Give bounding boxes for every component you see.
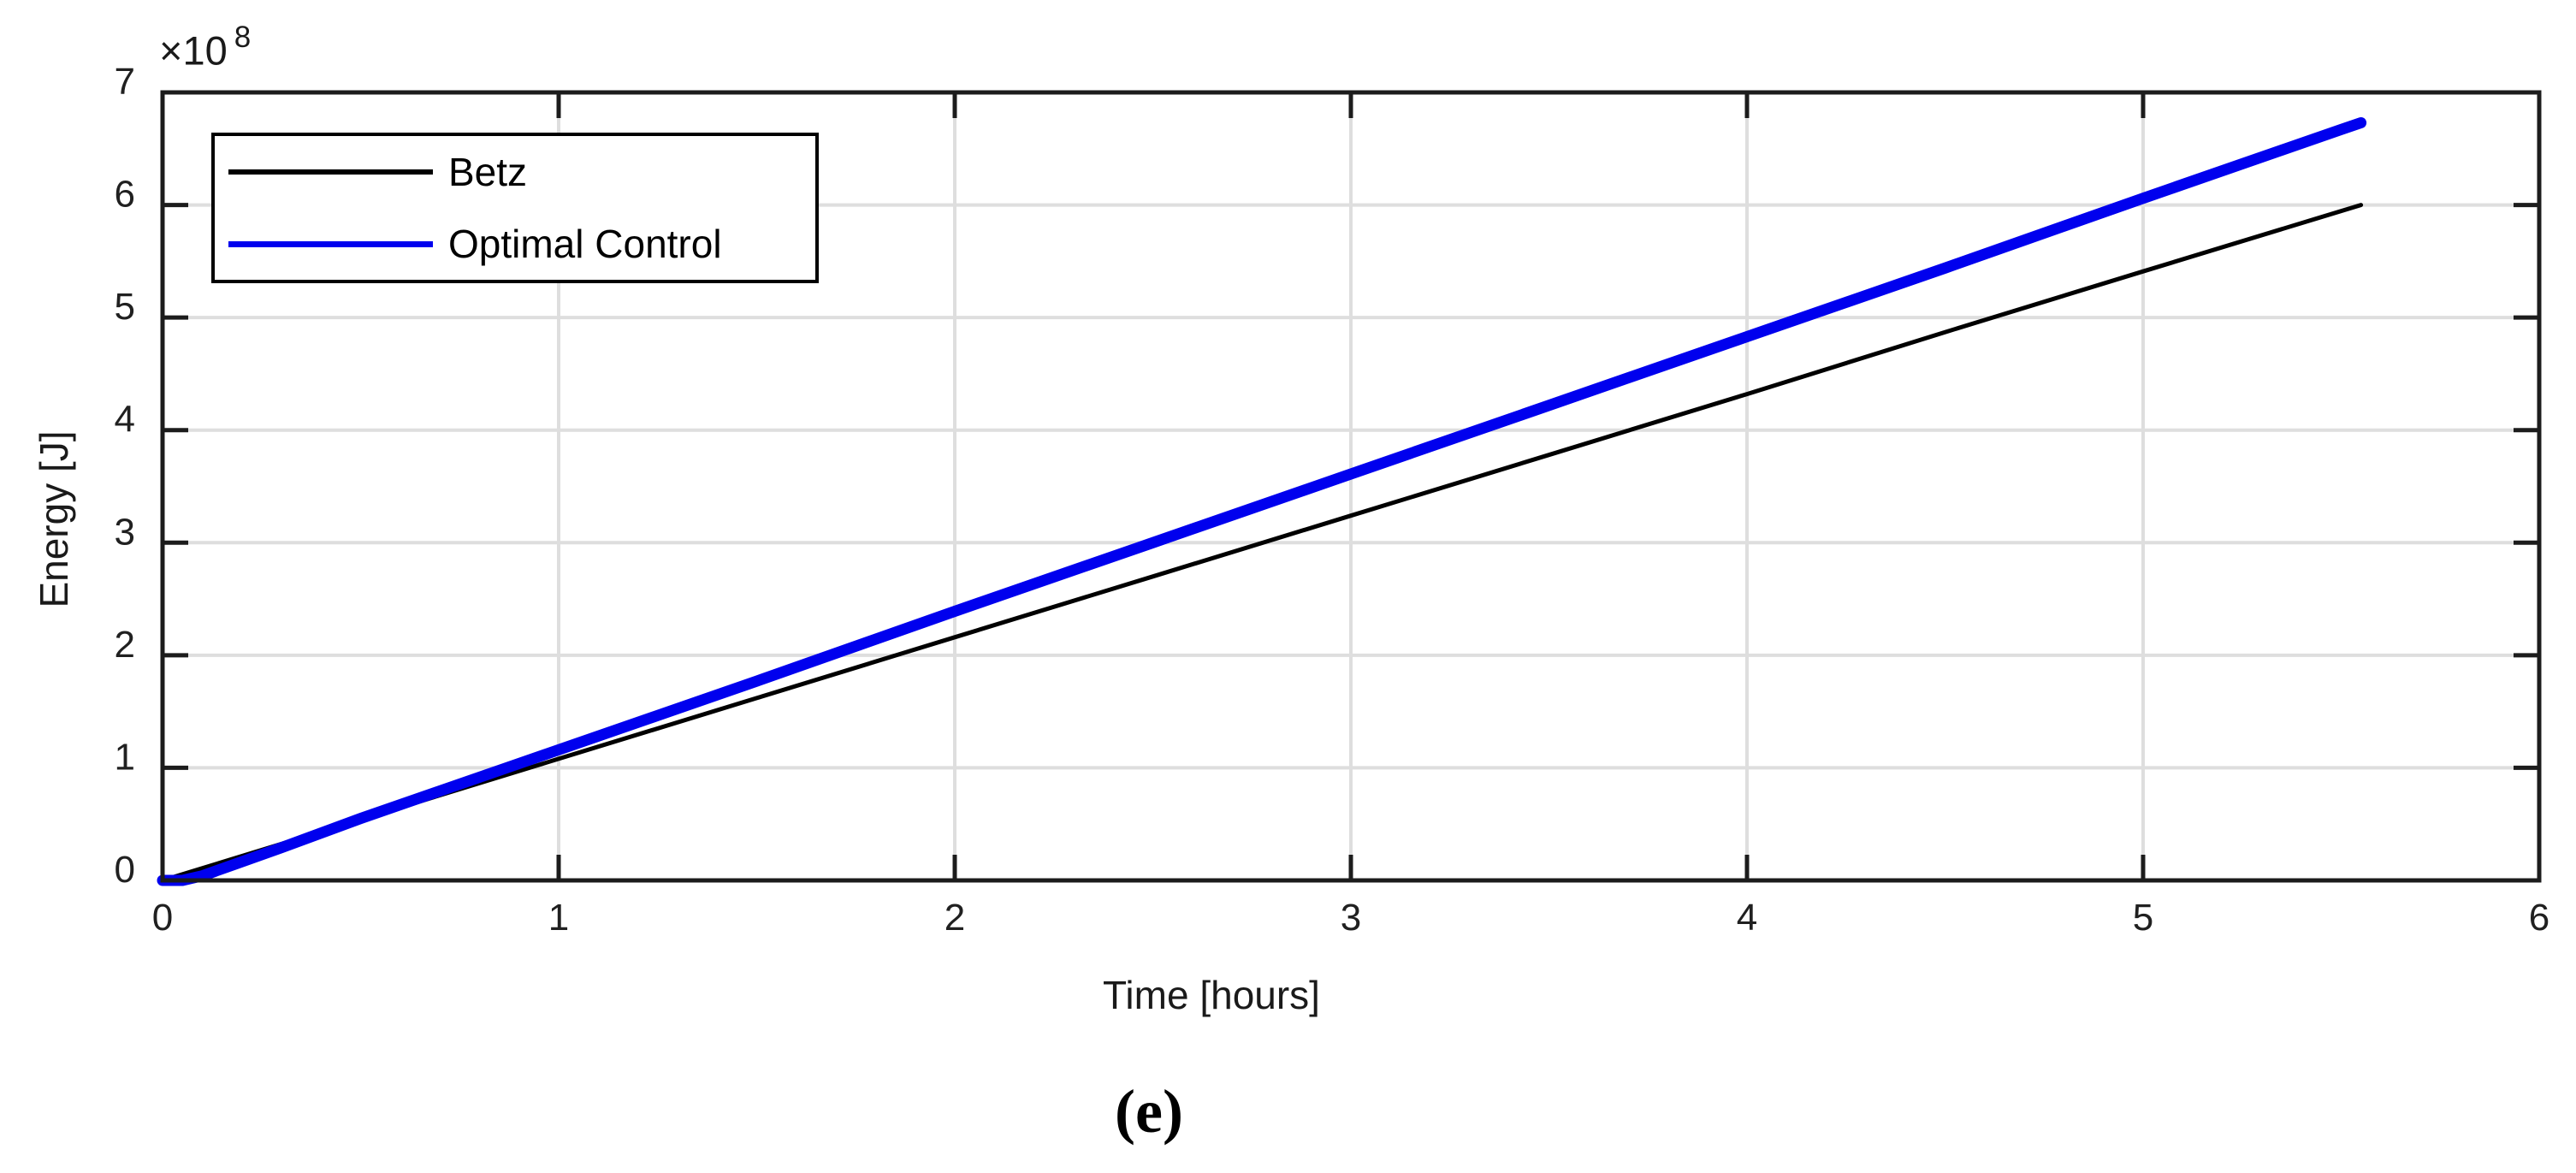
svg-text:0: 0 [115, 849, 135, 891]
svg-text:5: 5 [2133, 897, 2153, 939]
svg-text:4: 4 [115, 399, 135, 441]
legend-item-optimal-control: Optimal Control [215, 208, 815, 280]
series-line-optimal-control [157, 117, 2367, 886]
svg-text:1: 1 [548, 897, 569, 939]
svg-text:3: 3 [115, 511, 135, 553]
y-axis-multiplier-exponent: 8 [234, 21, 252, 54]
tick-marks [163, 92, 2539, 880]
figure-caption: (e) [1115, 1077, 1183, 1146]
svg-text:4: 4 [1737, 897, 1757, 939]
legend: Betz Optimal Control [211, 133, 819, 283]
svg-text:6: 6 [2529, 897, 2549, 939]
svg-text:7: 7 [115, 61, 135, 103]
x-axis-label: Time [hours] [1103, 973, 1320, 1017]
svg-text:2: 2 [945, 897, 965, 939]
svg-text:2: 2 [115, 624, 135, 666]
svg-text:1: 1 [115, 736, 135, 778]
plot-frame [160, 90, 2542, 883]
legend-item-betz: Betz [215, 136, 815, 208]
y-axis-multiplier: ×10 8 [159, 21, 251, 74]
y-axis-label: Energy [J] [32, 430, 76, 608]
svg-text:0: 0 [152, 897, 173, 939]
y-axis-multiplier-base: ×10 [159, 27, 228, 74]
y-tick-labels: 0 1 2 3 4 5 6 7 [115, 61, 135, 891]
svg-text:5: 5 [115, 286, 135, 328]
series-line-betz [160, 203, 2364, 883]
svg-text:6: 6 [115, 174, 135, 216]
legend-label: Optimal Control [448, 222, 722, 266]
legend-label: Betz [448, 150, 528, 194]
svg-text:3: 3 [1341, 897, 1361, 939]
legend-line-sample [228, 169, 433, 175]
legend-line-sample [228, 240, 433, 247]
x-tick-labels: 0 1 2 3 4 5 6 [152, 897, 2549, 939]
